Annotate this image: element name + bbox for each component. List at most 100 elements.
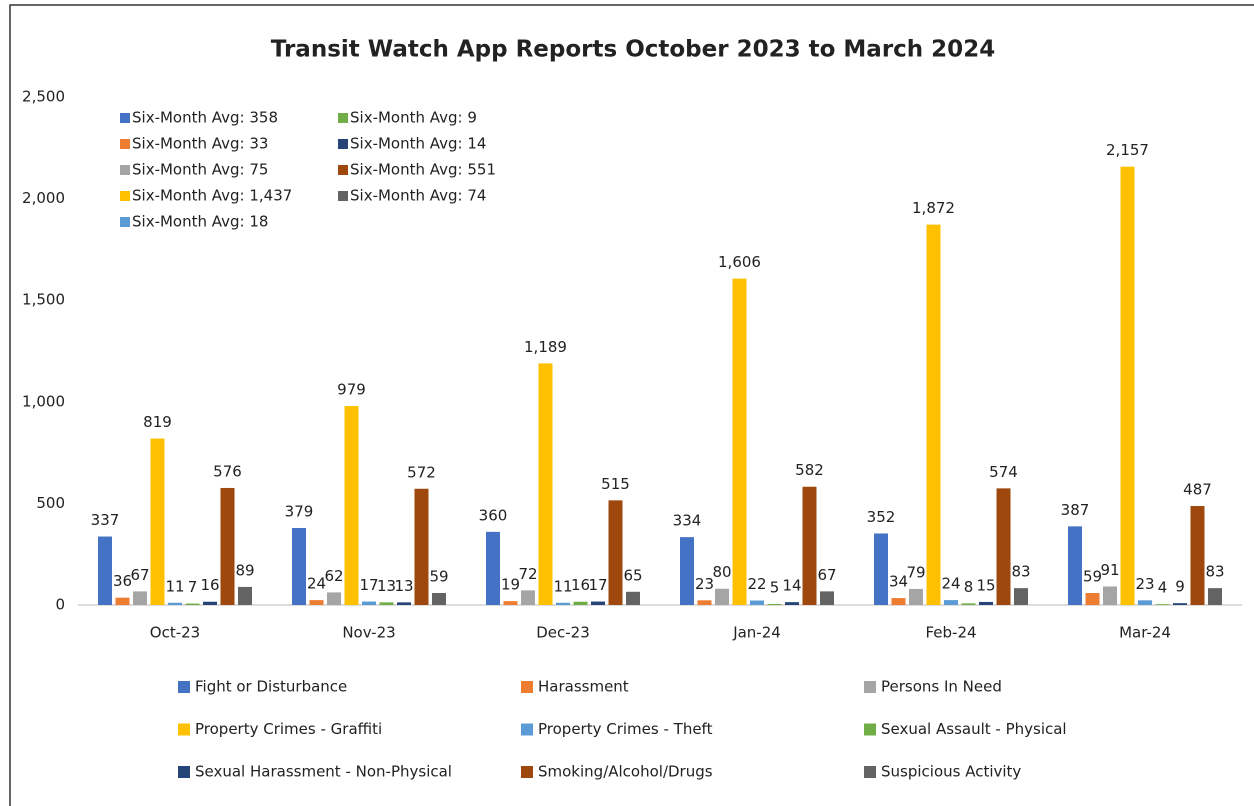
- data-label: 334: [673, 512, 702, 530]
- bar: [874, 533, 888, 605]
- data-label: 23: [695, 575, 714, 593]
- data-label: 11: [165, 577, 184, 595]
- legend-swatch: [864, 766, 876, 778]
- legend-swatch: [178, 766, 190, 778]
- bar: [608, 500, 623, 605]
- bar: [996, 488, 1011, 605]
- annotation: Six-Month Avg: 14: [350, 135, 486, 153]
- annotation: Six-Month Avg: 18: [132, 213, 268, 231]
- bar: [220, 487, 235, 605]
- data-label: 360: [479, 506, 508, 524]
- data-label: 24: [941, 575, 960, 593]
- data-label: 16: [200, 576, 219, 594]
- bar: [785, 602, 799, 605]
- data-label: 80: [712, 563, 731, 581]
- bar: [1208, 588, 1222, 605]
- bar: [1085, 593, 1100, 605]
- data-label: 79: [906, 563, 925, 581]
- bar: [591, 601, 605, 605]
- bar: [1190, 506, 1205, 605]
- annotation: Six-Month Avg: 551: [350, 161, 496, 179]
- data-label: 352: [867, 508, 896, 526]
- data-label: 83: [1205, 563, 1224, 581]
- legend-swatch: [864, 723, 876, 736]
- data-label: 4: [1158, 579, 1168, 597]
- legend-swatch: [178, 723, 190, 736]
- data-label: 487: [1183, 481, 1212, 499]
- annotation: Six-Month Avg: 9: [350, 109, 477, 127]
- data-label: 36: [113, 572, 132, 590]
- bar: [767, 603, 782, 605]
- bar: [486, 531, 500, 605]
- chart-title: Transit Watch App Reports October 2023 t…: [271, 37, 995, 63]
- legend-swatch: [521, 723, 533, 736]
- bar: [379, 602, 394, 605]
- data-label: 67: [817, 566, 836, 584]
- data-label: 1,872: [912, 199, 955, 217]
- legend-swatch: [521, 681, 533, 693]
- y-tick-label: 0: [55, 596, 65, 614]
- x-tick-label: Dec-23: [536, 624, 590, 642]
- annotation-swatch: [338, 191, 348, 201]
- bar: [133, 591, 147, 605]
- data-label: 14: [782, 577, 801, 595]
- bar: [538, 363, 553, 605]
- data-label: 2,157: [1106, 141, 1149, 159]
- bar: [168, 602, 182, 605]
- annotation-swatch: [120, 113, 130, 123]
- data-label: 17: [359, 576, 378, 594]
- data-label: 13: [377, 577, 396, 595]
- x-tick-label: Feb-24: [925, 624, 976, 642]
- data-label: 16: [571, 576, 590, 594]
- bar: [292, 527, 306, 605]
- bar: [185, 603, 200, 605]
- bar: [732, 278, 747, 605]
- data-label: 582: [795, 461, 824, 479]
- bar: [715, 588, 729, 605]
- bar: [1138, 600, 1152, 605]
- annotation-swatch: [338, 113, 348, 123]
- data-label: 1,189: [524, 338, 567, 356]
- y-tick-label: 2,000: [22, 189, 65, 207]
- bar: [680, 537, 694, 605]
- bar: [397, 602, 411, 605]
- bar: [150, 438, 165, 605]
- annotation-swatch: [338, 165, 348, 175]
- x-tick-label: Mar-24: [1119, 624, 1171, 642]
- data-label: 62: [324, 567, 343, 585]
- bar: [327, 592, 341, 605]
- y-tick-label: 2,500: [22, 88, 65, 106]
- legend-swatch: [178, 681, 190, 693]
- bar: [909, 588, 923, 605]
- legend-label: Harassment: [538, 678, 629, 696]
- bar: [802, 486, 817, 605]
- bar: [344, 406, 359, 605]
- data-label: 83: [1011, 563, 1030, 581]
- annotation: Six-Month Avg: 1,437: [132, 187, 292, 205]
- bar: [750, 600, 764, 605]
- bar: [203, 601, 217, 605]
- legend-label: Fight or Disturbance: [195, 678, 347, 696]
- data-label: 22: [747, 575, 766, 593]
- data-label: 15: [976, 576, 995, 594]
- bar: [961, 603, 976, 605]
- annotation: Six-Month Avg: 33: [132, 135, 268, 153]
- bar: [238, 586, 252, 605]
- annotation: Six-Month Avg: 75: [132, 161, 268, 179]
- bar: [1068, 526, 1082, 605]
- bar: [1103, 586, 1117, 605]
- data-label: 337: [91, 511, 120, 529]
- bar: [432, 593, 446, 605]
- data-label: 5: [770, 578, 780, 596]
- bar: [1173, 603, 1187, 605]
- bar: [626, 591, 640, 605]
- bar: [820, 591, 834, 605]
- annotation: Six-Month Avg: 358: [132, 109, 278, 127]
- bar: [944, 600, 958, 605]
- data-label: 24: [307, 575, 326, 593]
- x-tick-label: Oct-23: [150, 624, 200, 642]
- data-label: 67: [130, 566, 149, 584]
- annotation-swatch: [120, 139, 130, 149]
- bar: [309, 600, 324, 605]
